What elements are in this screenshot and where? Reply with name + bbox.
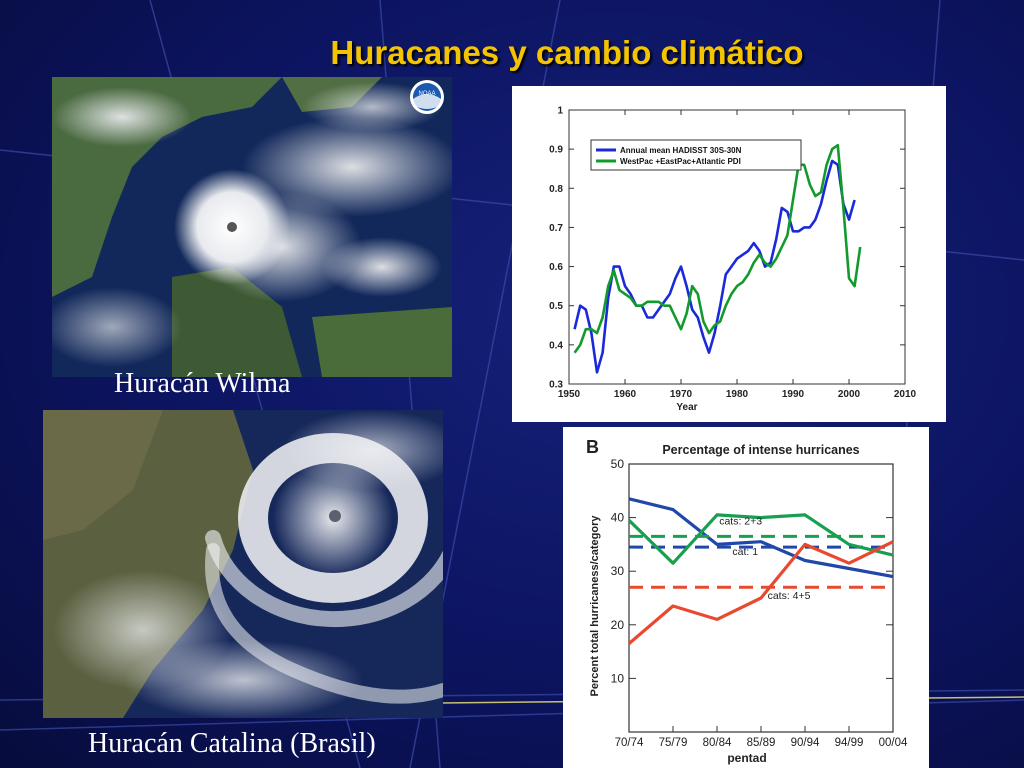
y-tick-label: 40: [611, 511, 625, 525]
series-annotation: cats: 4+5: [768, 590, 811, 602]
y-tick-label: 0.7: [549, 223, 563, 234]
x-tick-label: 85/89: [747, 737, 776, 749]
chart-title: Percentage of intense hurricanes: [662, 443, 859, 457]
noaa-logo: NOAA: [410, 80, 444, 114]
y-tick-label: 1: [557, 106, 563, 117]
panel-label: B: [586, 437, 599, 457]
svg-text:NOAA: NOAA: [418, 91, 435, 97]
x-tick-label: 70/74: [615, 737, 644, 749]
series-annotation: cat: 1: [732, 546, 758, 558]
y-tick-label: 0.5: [549, 301, 563, 312]
y-tick-label: 0.6: [549, 262, 563, 273]
x-axis-label: Year: [676, 402, 697, 413]
series-annotation: cats: 2+3: [719, 516, 762, 528]
hurricane-wilma-image: NOAA: [52, 77, 452, 377]
x-tick-label: 2010: [894, 389, 917, 400]
series-line-1: [573, 159, 856, 374]
x-tick-label: 1970: [670, 389, 693, 400]
x-tick-label: 00/04: [879, 737, 908, 749]
y-tick-label: 10: [611, 671, 625, 685]
x-tick-label: 94/99: [835, 737, 864, 749]
sst-pdi-chart: 1950 1960 1970 1980 1990 2000 2010 0.3 0.4 0.5 0.6…: [512, 86, 946, 422]
catalina-caption: Huracán Catalina (Brasil): [88, 728, 376, 759]
y-tick-label: 0.3: [549, 380, 563, 391]
series-line-2: [573, 143, 862, 354]
x-tick-label: 1950: [558, 389, 581, 400]
y-tick-label: 0.8: [549, 184, 563, 195]
y-axis-label: Percent total hurricaness/category: [589, 515, 601, 697]
legend-label: Annual mean HADISST 30S-30N: [620, 146, 742, 155]
x-tick-label: 1980: [726, 389, 749, 400]
x-tick-label: 1990: [782, 389, 805, 400]
y-tick-label: 20: [611, 618, 625, 632]
x-tick-label: 2000: [838, 389, 861, 400]
x-tick-label: 80/84: [703, 737, 732, 749]
wilma-caption: Huracán Wilma: [114, 368, 291, 399]
series-line-2: [627, 513, 894, 565]
y-tick-label: 0.4: [549, 340, 563, 351]
y-tick-label: 50: [611, 457, 625, 471]
intense-hurricanes-chart: B Percentage of intense hurricanes 10 20 30 4…: [563, 427, 929, 768]
legend-box: [590, 139, 802, 171]
slide-title: Huracanes y cambio climático: [330, 34, 804, 71]
series-line-3: [627, 540, 894, 645]
x-axis-label: pentad: [727, 751, 766, 765]
hurricane-catalina-image: [43, 410, 443, 718]
series-line-1: [628, 497, 894, 579]
y-tick-label: 0.9: [549, 145, 563, 156]
y-tick-label: 30: [611, 564, 625, 578]
legend-label: WestPac +EastPac+Atlantic PDI: [620, 157, 741, 166]
x-tick-label: 90/94: [791, 737, 820, 749]
x-tick-label: 75/79: [659, 737, 688, 749]
x-tick-label: 1960: [614, 389, 637, 400]
